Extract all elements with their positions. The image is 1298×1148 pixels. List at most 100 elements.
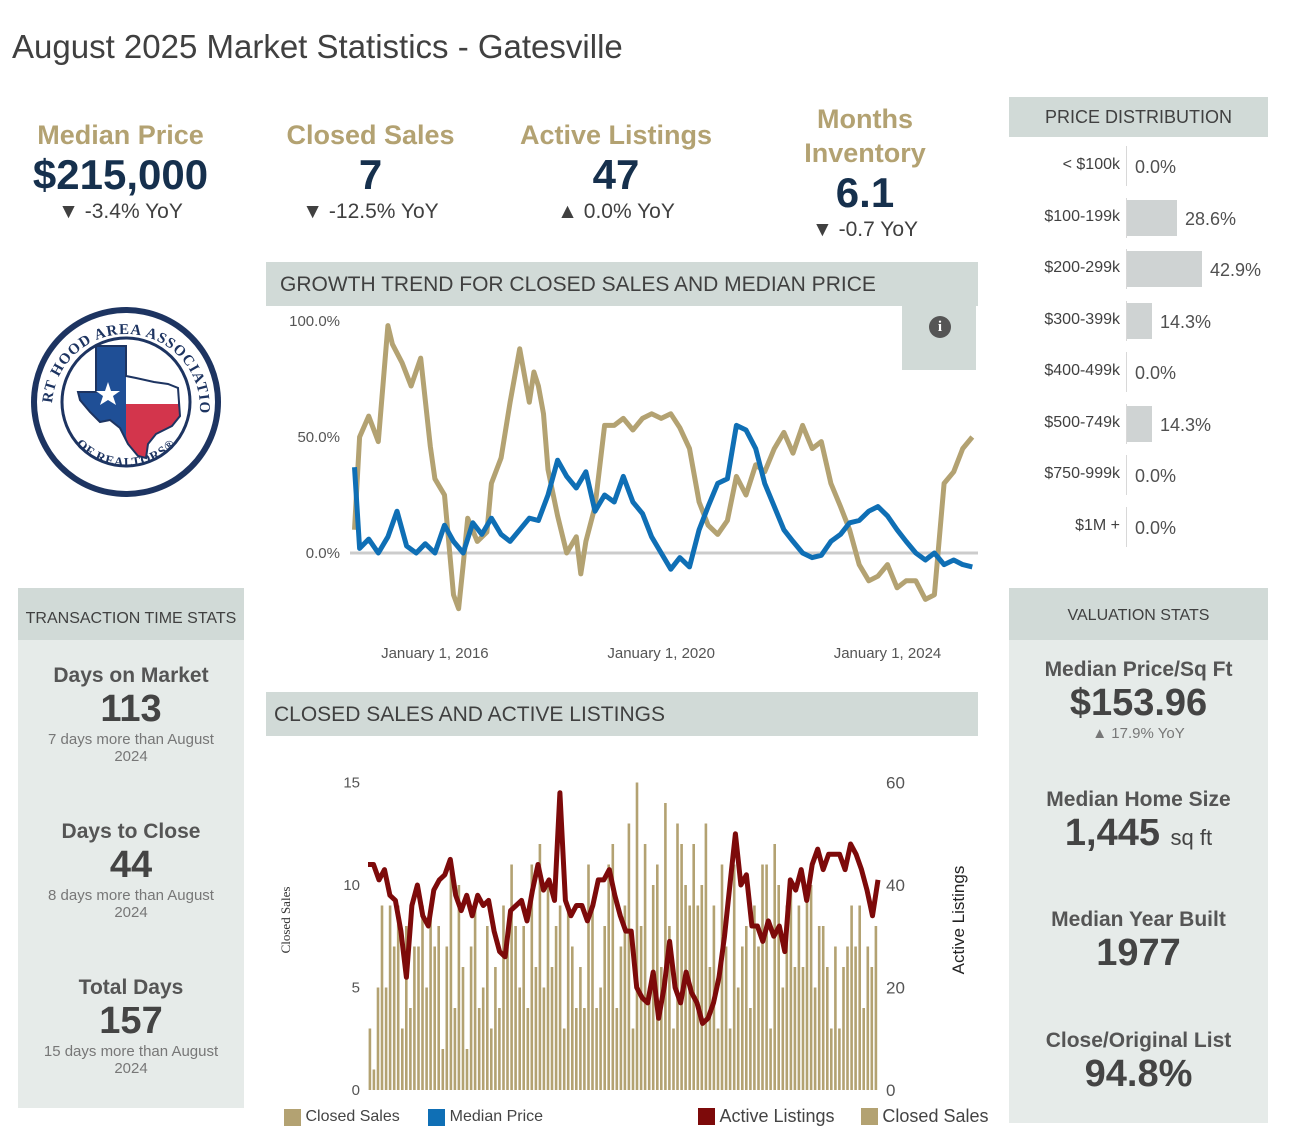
closed-sales-bar xyxy=(736,987,740,1090)
closed-sales-bar xyxy=(660,967,663,1090)
price-dist-value: 0.0% xyxy=(1135,157,1177,177)
closed-sales-bar xyxy=(668,926,671,1090)
price-dist-label: $750-999k xyxy=(1044,465,1120,482)
stat-value: 1,445 xyxy=(1064,812,1160,854)
sales-listings-chart: 0 5 10 15 0 20 40 60 Closed Sales Active Listi… xyxy=(278,774,968,1101)
closed-sales-bar xyxy=(619,946,623,1090)
closed-sales-bar xyxy=(842,967,845,1090)
closed-sales-bar xyxy=(834,946,837,1090)
closed-sales-bar xyxy=(785,905,789,1090)
price-dist-row: $500-749k 14.3% xyxy=(1000,401,1290,444)
closed-sales-bar xyxy=(680,844,683,1090)
transaction-panel: Days on Market 113 7 days more than Augu… xyxy=(18,640,244,1108)
price-dist-bar xyxy=(1127,405,1152,442)
closed-sales-bar xyxy=(777,885,780,1090)
stat-note: 7 days more than August 2024 xyxy=(48,731,214,765)
closed-sales-bar xyxy=(846,946,849,1090)
closed-sales-bar xyxy=(510,864,513,1090)
series-line-median-price xyxy=(352,422,973,572)
kpi-label-line2: Inventory xyxy=(804,138,926,168)
closed-sales-bar xyxy=(433,946,436,1090)
closed-sales-bar xyxy=(401,1028,404,1090)
price-dist-axis xyxy=(1126,352,1127,392)
info-icon[interactable]: i xyxy=(929,316,951,338)
closed-sales-bar xyxy=(643,844,647,1090)
kpi-closed-sales: Closed Sales 7 ▼ -12.5% YoY xyxy=(268,118,473,226)
closed-sales-bar xyxy=(376,987,380,1090)
closed-sales-bar xyxy=(821,926,825,1090)
kpi-label: Active Listings xyxy=(519,120,713,150)
days-to-close: Days to Close 44 8 days more than August… xyxy=(18,820,244,921)
closed-sales-bar xyxy=(421,905,424,1090)
price-dist-label: $400-499k xyxy=(1044,362,1120,379)
closed-sales-bar xyxy=(405,926,408,1090)
stat-yoy: ▲ 17.9% YoY xyxy=(1092,725,1185,742)
closed-sales-bar xyxy=(571,946,574,1090)
valuation-panel: Median Price/Sq Ft $153.96 ▲ 17.9% YoY M… xyxy=(1009,640,1268,1123)
stat-label: Total Days xyxy=(78,976,184,999)
closed-sales-bar xyxy=(417,946,420,1090)
closed-sales-bar xyxy=(635,782,639,1090)
closed-sales-bar xyxy=(631,1028,635,1090)
x-tick-label: January 1, 2020 xyxy=(607,645,715,662)
closed-sales-bar xyxy=(477,1008,481,1090)
closed-sales-bar xyxy=(664,803,667,1090)
closed-sales-bar xyxy=(441,1049,445,1090)
growth-trend-header: GROWTH TREND FOR CLOSED SALES AND MEDIAN… xyxy=(266,262,978,306)
closed-sales-bar xyxy=(761,864,764,1090)
close-original-list: Close/Original List 94.8% xyxy=(1009,1029,1268,1096)
closed-sales-bar xyxy=(396,905,400,1090)
price-distribution-title: PRICE DISTRIBUTION xyxy=(1044,107,1232,127)
closed-sales-bar xyxy=(562,1028,566,1090)
closed-sales-bar xyxy=(696,905,700,1090)
price-dist-bar xyxy=(1127,302,1152,339)
closed-sales-bar xyxy=(676,823,679,1090)
closed-sales-bar xyxy=(688,905,691,1090)
sales-legend: Active Listings Closed Sales xyxy=(698,1106,1018,1127)
median-year-built: Median Year Built 1977 xyxy=(1009,908,1268,975)
closed-sales-bar xyxy=(805,885,809,1090)
legend-label-closed-sales: Closed Sales xyxy=(305,1108,400,1125)
right-tick-label: 60 xyxy=(886,774,905,793)
kpi-active-listings: Active Listings 47 ▲ 0.0% YoY xyxy=(505,118,727,226)
total-days: Total Days 157 15 days more than August … xyxy=(18,976,244,1077)
closed-sales-bar xyxy=(522,926,525,1090)
info-box[interactable]: i xyxy=(902,306,976,370)
legend-label-active-listings: Active Listings xyxy=(719,1106,835,1126)
closed-sales-bar xyxy=(854,946,857,1090)
closed-sales-bar xyxy=(579,967,582,1090)
price-dist-row: $200-299k 42.9% xyxy=(1000,246,1290,289)
price-dist-bar xyxy=(1127,251,1202,287)
price-dist-value: 0.0% xyxy=(1135,466,1177,486)
kpi-value: 6.1 xyxy=(835,169,895,216)
days-on-market: Days on Market 113 7 days more than Augu… xyxy=(18,664,244,765)
closed-sales-bar xyxy=(558,905,562,1090)
stat-label: Median Year Built xyxy=(1051,908,1226,931)
closed-sales-bar xyxy=(469,946,473,1090)
closed-sales-bar xyxy=(817,926,821,1090)
closed-sales-bar xyxy=(769,1028,772,1090)
closed-sales-bar xyxy=(595,1008,598,1090)
closed-sales-bar xyxy=(388,905,392,1090)
closed-sales-bar xyxy=(813,987,817,1090)
closed-sales-bar xyxy=(550,967,554,1090)
stat-note: 8 days more than August 2024 xyxy=(48,887,214,921)
closed-sales-bar xyxy=(453,1008,457,1090)
price-dist-value: 14.3% xyxy=(1160,311,1212,332)
price-dist-row: $1M + 0.0% xyxy=(1000,504,1290,547)
kpi-yoy: ▼ -3.4% YoY xyxy=(58,200,183,223)
closed-sales-bar xyxy=(672,1028,675,1090)
closed-sales-bar xyxy=(720,864,724,1090)
left-tick-label: 5 xyxy=(352,980,360,997)
closed-sales-bar xyxy=(392,946,396,1090)
closed-sales-bar xyxy=(502,905,505,1090)
closed-sales-bar xyxy=(575,1008,578,1090)
price-dist-label: < $100k xyxy=(1062,156,1120,173)
closed-sales-bar xyxy=(874,926,878,1090)
kpi-value: $215,000 xyxy=(32,151,209,198)
left-tick-label: 10 xyxy=(343,877,360,894)
closed-sales-bar xyxy=(380,905,384,1090)
stat-label: Median Price/Sq Ft xyxy=(1044,658,1233,681)
left-tick-label: 15 xyxy=(343,775,360,792)
closed-sales-bar xyxy=(506,946,509,1090)
